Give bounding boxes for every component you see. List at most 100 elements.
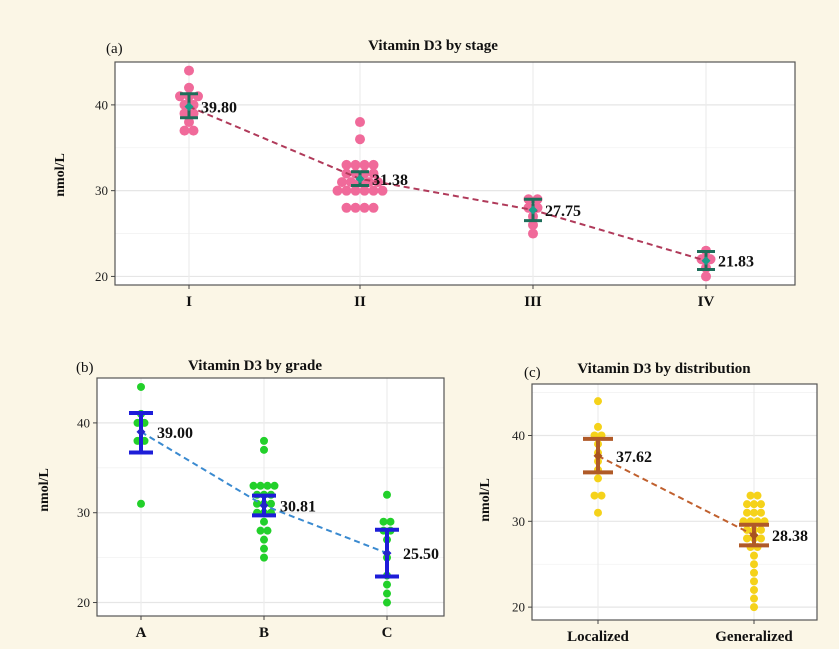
panel-a-trend-line	[188, 105, 707, 262]
panel-b-mean-label: 30.81	[280, 498, 316, 515]
panel-a-mean-label: 39.80	[201, 100, 237, 117]
panel-a-data-point	[341, 185, 352, 196]
panel-b-data-point	[383, 580, 391, 589]
panel-a-plot-background	[115, 62, 795, 285]
panel-c-label: (c)	[524, 365, 541, 381]
panel-b-data-point	[256, 526, 265, 535]
panel-a-data-point	[368, 159, 379, 170]
panel-c-data-point	[757, 534, 765, 543]
panel-b-mean-marker	[259, 500, 269, 510]
panel-c-y-axis-label: nmol/L	[478, 478, 493, 522]
panel-b-data-point	[383, 589, 391, 598]
panel-c-y-tick-label: 40	[512, 428, 525, 443]
panel-c-data-point	[757, 525, 765, 534]
panel-a-data-point	[355, 134, 365, 145]
panel-c-data-point	[743, 500, 751, 509]
panel-c-data-point	[594, 474, 602, 483]
panel-a-y-tick-label: 20	[95, 269, 108, 284]
panel-b-label: (b)	[76, 360, 94, 376]
panel-b-y-tick-label: 20	[77, 595, 90, 610]
panel-a-data-point	[701, 271, 711, 282]
panel-a-data-point	[528, 219, 538, 230]
panel-b-data-point	[270, 481, 279, 490]
panel-b-x-tick-label: A	[136, 625, 147, 641]
panel-b-data-point	[137, 382, 145, 391]
panel-c-data-point	[757, 508, 765, 517]
panel-c-data-point	[594, 422, 602, 431]
panel-a-title: Vitamin D3 by stage	[368, 38, 498, 54]
panel-b-data-point	[260, 436, 268, 445]
panel-a-mean-marker	[184, 102, 194, 112]
panel-b-data-point	[383, 490, 391, 499]
panel-a-mean-label: 21.83	[718, 254, 754, 271]
panel-a-x-tick-label: III	[524, 294, 542, 310]
panel-b-data-point	[260, 445, 268, 454]
panel-b-x-tick-label: C	[382, 625, 393, 641]
panel-b-data-point	[256, 481, 265, 490]
panel-b-mean-label: 25.50	[403, 546, 439, 563]
panel-c-data-point	[750, 577, 758, 586]
panel-c-trend-line	[597, 455, 755, 537]
panel-c-plot-frame	[531, 383, 818, 621]
panel-c-data-point	[743, 508, 751, 517]
panel-c: (c) Vitamin D3 by distribution nmol/L 20…	[478, 361, 818, 645]
panel-a-data-point	[184, 82, 194, 93]
panel-b-data-point	[267, 499, 275, 508]
panel-c-title: Vitamin D3 by distribution	[577, 361, 751, 377]
panel-a-data-point	[337, 177, 347, 188]
panel-a-y-axis-label: nmol/L	[53, 153, 68, 197]
panel-c-y-tick-label: 20	[512, 600, 525, 615]
panel-c-data-point	[597, 491, 606, 500]
panel-b-data-point	[383, 598, 391, 607]
panel-a-x-tick-label: I	[186, 294, 192, 310]
panel-a-y-tick-label: 30	[95, 183, 108, 198]
panel-a-data-point	[332, 185, 343, 196]
panel-b-data-point	[379, 517, 388, 526]
panel-c-data-point	[750, 594, 758, 603]
panel-a-data-point	[359, 159, 370, 170]
panel-c-data-point	[746, 491, 755, 500]
panel-b-data-point	[263, 526, 272, 535]
panel-b-data-point	[260, 535, 268, 544]
panel-b-data-point	[260, 553, 268, 562]
panel-b-mean-marker	[136, 427, 146, 437]
panel-b: (b) Vitamin D3 by grade nmol/L 20 30 40 A B C…	[37, 358, 445, 641]
panel-c-data-point	[594, 397, 602, 406]
panel-b-data-point	[386, 517, 395, 526]
panel-b-plot-area: 20 30 40 A B C 39.00 30.81 25.50	[77, 377, 445, 641]
panel-a-data-point	[341, 202, 352, 213]
panel-c-data-point	[750, 500, 758, 509]
panel-c-plot-area: 20 30 40 Localized Generalized 37.62 28.38	[512, 383, 818, 645]
panel-c-mean-label: 37.62	[616, 449, 652, 466]
panel-a-mean-label: 31.38	[372, 172, 408, 189]
panel-c-data-point	[750, 585, 758, 594]
panel-b-data-point	[137, 499, 145, 508]
panel-c-mean-marker	[749, 530, 759, 540]
panel-c-data-point	[750, 603, 758, 612]
panel-a-mean-marker	[355, 174, 365, 184]
panel-a-mean-marker	[528, 205, 538, 215]
panel-c-data-point	[753, 491, 762, 500]
panel-b-title: Vitamin D3 by grade	[188, 358, 322, 374]
panel-c-mean-label: 28.38	[772, 528, 808, 545]
panel-a-data-point	[350, 202, 361, 213]
panel-a-data-point	[350, 185, 361, 196]
panel-c-data-point	[757, 500, 765, 509]
panel-a-data-point	[179, 125, 190, 136]
panel-a-data-point	[188, 125, 199, 136]
panel-c-plot-background	[532, 384, 817, 620]
panel-b-y-tick-label: 30	[77, 505, 90, 520]
panel-c-data-point	[750, 568, 758, 577]
panel-a-data-point	[528, 228, 538, 239]
panel-c-data-point	[750, 508, 758, 517]
panel-a-data-point	[355, 117, 365, 128]
panel-a-data-point	[350, 159, 361, 170]
panel-c-y-tick-label: 30	[512, 514, 525, 529]
panel-a-data-point	[368, 185, 379, 196]
panel-a-data-point	[377, 185, 388, 196]
panel-b-data-point	[249, 481, 258, 490]
panel-a-data-point	[179, 108, 190, 119]
panel-a-y-tick-label: 40	[95, 97, 108, 112]
